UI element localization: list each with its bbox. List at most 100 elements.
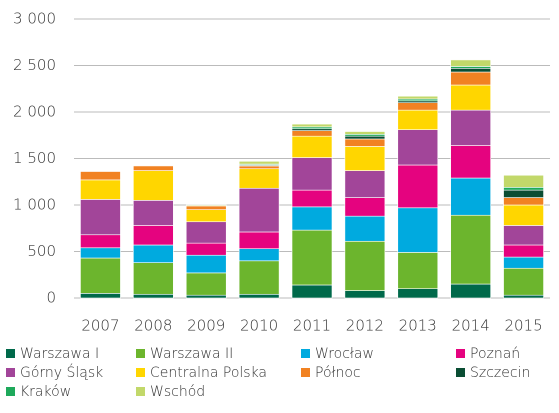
bar-segment xyxy=(291,130,333,137)
bar-segment xyxy=(450,145,491,179)
legend-swatch xyxy=(6,368,15,377)
bar-segment xyxy=(397,207,439,253)
bar-segment xyxy=(503,267,544,296)
x-tick-label: 2015 xyxy=(504,317,542,335)
legend-swatch xyxy=(136,368,145,377)
bar-segment xyxy=(80,234,121,249)
legend-label: Wrocław xyxy=(315,346,374,362)
y-tick-label: 2 500 xyxy=(13,56,56,74)
legend-swatch xyxy=(6,387,15,396)
bar-segment xyxy=(133,293,174,299)
bar-segment xyxy=(344,135,386,140)
legend-swatch xyxy=(456,368,465,377)
legend-label: Poznań xyxy=(470,346,520,362)
legend-label: Północ xyxy=(315,365,361,381)
bar-segment xyxy=(80,257,121,294)
y-tick-label: 3 000 xyxy=(13,10,56,28)
bar-segment xyxy=(397,252,439,289)
legend-swatch xyxy=(456,349,465,358)
bar-segment xyxy=(397,288,439,299)
bar-segment xyxy=(291,189,333,208)
bar-segment xyxy=(397,95,439,100)
bar-segment xyxy=(238,231,280,250)
bar-segment xyxy=(80,179,121,200)
x-tick-label: 2008 xyxy=(134,317,172,335)
bar-segment xyxy=(450,283,491,299)
legend-label: Szczecin xyxy=(470,365,530,381)
bar-segment xyxy=(133,200,174,226)
bar-segment xyxy=(238,293,280,299)
y-tick-label: 2 000 xyxy=(13,103,56,121)
bar-segment xyxy=(397,164,439,209)
x-tick-label: 2012 xyxy=(346,317,384,335)
bar-segment xyxy=(503,187,544,191)
bar-segment xyxy=(238,160,280,165)
y-tick-label: 1 500 xyxy=(13,149,56,167)
x-tick-label: 2007 xyxy=(81,317,119,335)
x-tick-label: 2010 xyxy=(240,317,278,335)
bar-segment xyxy=(291,123,333,128)
y-tick-label: 500 xyxy=(27,242,56,260)
bar-segment xyxy=(238,187,280,233)
bar-segment xyxy=(185,294,227,299)
x-tick-label: 2009 xyxy=(187,317,225,335)
bar-segment xyxy=(450,214,491,285)
bar-segment xyxy=(291,229,333,286)
bar-segment xyxy=(185,209,227,223)
bar-segment xyxy=(397,129,439,166)
bar-segment xyxy=(344,290,386,299)
legend-label: Górny Śląsk xyxy=(20,363,103,381)
bar-segment xyxy=(503,225,544,246)
y-tick-label: 0 xyxy=(46,289,56,307)
bar-segment xyxy=(450,71,491,86)
bar-segment xyxy=(503,197,544,206)
bar-segment xyxy=(503,244,544,258)
bar-segment xyxy=(344,215,386,242)
bar-segment xyxy=(291,206,333,231)
bar-segment xyxy=(185,221,227,244)
bar-segment xyxy=(344,138,386,147)
bar-segment xyxy=(133,170,174,201)
bar-segment xyxy=(450,177,491,216)
legend-swatch xyxy=(301,349,310,358)
bar-segment xyxy=(397,109,439,130)
bar-segment xyxy=(133,225,174,246)
bar-segment xyxy=(185,242,227,256)
bar-segment xyxy=(344,197,386,217)
bar-segment xyxy=(185,204,227,207)
bar-segment xyxy=(238,165,280,170)
bar-segment xyxy=(503,189,544,198)
bar-segment xyxy=(291,135,333,158)
legend-swatch xyxy=(136,349,145,358)
bar-segment xyxy=(344,131,386,135)
bar-segment xyxy=(80,199,121,236)
bar-segment xyxy=(238,168,280,189)
bar-segment xyxy=(133,262,174,295)
bar-segment xyxy=(133,244,174,263)
bar-segment xyxy=(344,240,386,291)
bar-segment xyxy=(133,165,174,171)
bar-segment xyxy=(450,67,491,73)
bar-segment xyxy=(185,272,227,296)
legend-label: Kraków xyxy=(20,384,71,400)
bar-segment xyxy=(80,293,121,299)
bar-segment xyxy=(185,205,227,210)
legend-swatch xyxy=(6,349,15,358)
legend-label: Centralna Polska xyxy=(150,365,267,381)
legend-label: Wschód xyxy=(150,384,205,400)
bar-segment xyxy=(503,294,544,299)
bar-segment xyxy=(291,157,333,191)
y-tick-label: 1 000 xyxy=(13,196,56,214)
bar-segment xyxy=(80,171,121,181)
bar-segment xyxy=(238,260,280,295)
bar-segment xyxy=(80,247,121,259)
bar-segment xyxy=(238,248,280,262)
legend-swatch xyxy=(301,368,310,377)
x-tick-label: 2011 xyxy=(293,317,331,335)
x-tick-label: 2013 xyxy=(399,317,437,335)
bar-segment xyxy=(344,170,386,198)
bar-segment xyxy=(344,146,386,171)
bar-segment xyxy=(185,254,227,274)
bar-segment xyxy=(450,109,491,146)
